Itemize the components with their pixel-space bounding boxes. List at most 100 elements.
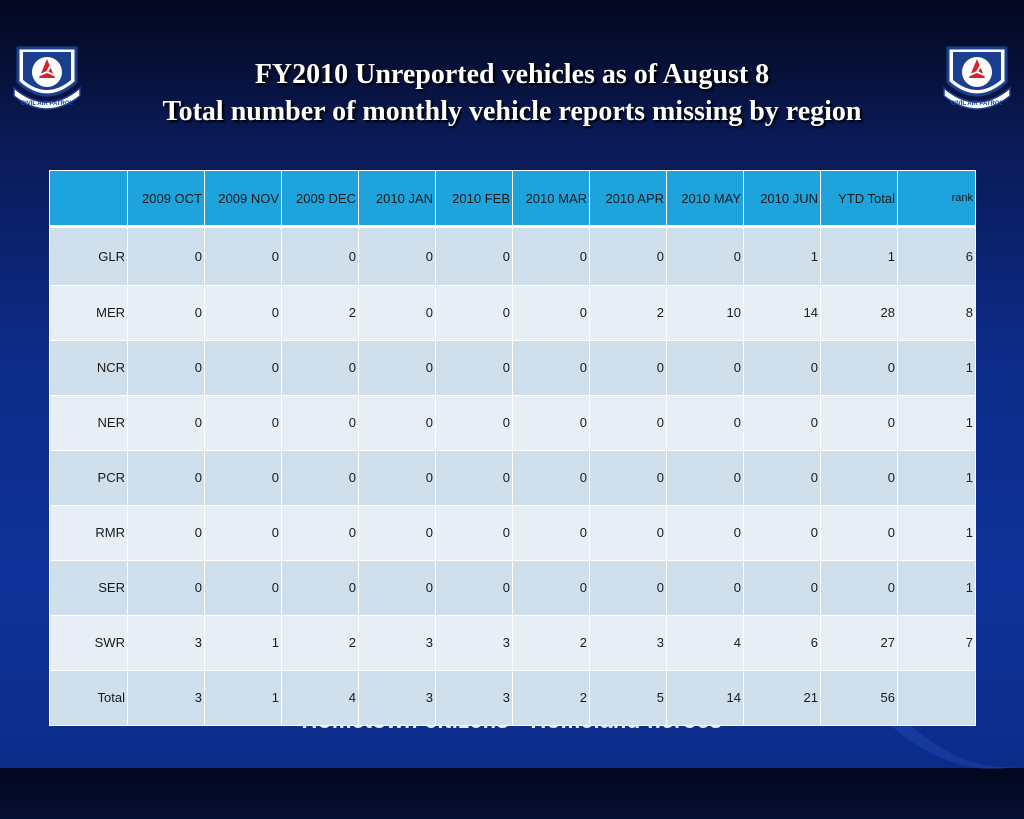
value-cell: 1 <box>897 339 976 396</box>
value-cell: 1 <box>897 449 976 506</box>
table-row: NER 0 0 0 0 0 0 0 0 0 0 1 <box>49 394 976 451</box>
value-cell: 3 <box>358 669 436 727</box>
value-cell: 3 <box>127 669 205 727</box>
value-cell: 0 <box>743 504 821 561</box>
value-cell: 2 <box>512 669 590 727</box>
value-cell: 0 <box>127 284 205 341</box>
value-cell: 0 <box>358 226 436 286</box>
region-cell: PCR <box>49 449 128 506</box>
table-row: PCR 0 0 0 0 0 0 0 0 0 0 1 <box>49 449 976 506</box>
value-cell: 1 <box>204 669 282 727</box>
value-cell: 0 <box>589 339 667 396</box>
table-row: GLR 0 0 0 0 0 0 0 0 1 1 6 <box>49 226 976 286</box>
value-cell: 0 <box>666 339 744 396</box>
value-cell: 0 <box>512 394 590 451</box>
value-cell: 0 <box>589 504 667 561</box>
header-cell: 2009 OCT <box>127 170 205 227</box>
value-cell: 0 <box>512 504 590 561</box>
value-cell: 0 <box>666 449 744 506</box>
value-cell: 0 <box>127 394 205 451</box>
region-cell: SWR <box>49 614 128 671</box>
value-cell: 1 <box>743 226 821 286</box>
vehicle-reports-table: 2009 OCT 2009 NOV 2009 DEC 2010 JAN 2010 FEB… <box>49 170 976 727</box>
value-cell: 0 <box>204 284 282 341</box>
value-cell: 4 <box>281 669 359 727</box>
header-cell-corner <box>49 170 128 227</box>
value-cell: 0 <box>127 339 205 396</box>
value-cell: 0 <box>358 504 436 561</box>
header-cell: rank <box>897 170 976 227</box>
table-row: Total 3 1 4 3 3 2 5 14 21 56 <box>49 669 976 727</box>
value-cell: 10 <box>666 284 744 341</box>
value-cell: 0 <box>589 559 667 616</box>
civil-air-patrol-logo-left: CIVIL AIR PATROL <box>13 46 81 110</box>
table-row: RMR 0 0 0 0 0 0 0 0 0 0 1 <box>49 504 976 561</box>
value-cell: 1 <box>204 614 282 671</box>
value-cell: 0 <box>358 284 436 341</box>
title-line-1: FY2010 Unreported vehicles as of August … <box>254 59 770 90</box>
value-cell: 0 <box>204 449 282 506</box>
value-cell: 5 <box>589 669 667 727</box>
value-cell: 0 <box>358 339 436 396</box>
value-cell: 0 <box>358 394 436 451</box>
value-cell: 0 <box>281 449 359 506</box>
value-cell: 2 <box>512 614 590 671</box>
table-body: GLR 0 0 0 0 0 0 0 0 1 1 6 MER 0 0 2 0 0 0 2 10 14 28 8 NCR 0 0 0 0 0 0… <box>49 226 976 727</box>
value-cell: 0 <box>127 449 205 506</box>
value-cell: 0 <box>820 504 898 561</box>
header-cell: YTD Total <box>820 170 898 227</box>
value-cell: 0 <box>820 559 898 616</box>
header-cell: 2010 JAN <box>358 170 436 227</box>
value-cell: 1 <box>897 559 976 616</box>
civil-air-patrol-logo-right: CIVIL AIR PATROL <box>943 46 1011 110</box>
value-cell: 0 <box>204 504 282 561</box>
value-cell: 0 <box>358 559 436 616</box>
value-cell: 14 <box>743 284 821 341</box>
logo-text-left: CIVIL AIR PATROL <box>21 101 74 107</box>
value-cell: 0 <box>435 339 513 396</box>
value-cell: 2 <box>281 614 359 671</box>
value-cell: 8 <box>897 284 976 341</box>
value-cell: 0 <box>512 559 590 616</box>
header-cell: 2010 MAY <box>666 170 744 227</box>
value-cell: 0 <box>743 394 821 451</box>
value-cell: 0 <box>127 226 205 286</box>
value-cell: 0 <box>512 284 590 341</box>
value-cell: 0 <box>743 339 821 396</box>
value-cell: 0 <box>820 394 898 451</box>
value-cell: 56 <box>820 669 898 727</box>
table-header: 2009 OCT 2009 NOV 2009 DEC 2010 JAN 2010 FEB… <box>49 170 976 227</box>
header-cell: 2010 JUN <box>743 170 821 227</box>
value-cell: 0 <box>127 559 205 616</box>
value-cell: 0 <box>743 559 821 616</box>
title-line-2: Total number of monthly vehicle reports … <box>162 96 862 127</box>
value-cell: 0 <box>512 226 590 286</box>
value-cell: 0 <box>204 339 282 396</box>
value-cell: 0 <box>512 449 590 506</box>
slide-title: FY2010 Unreported vehicles as of August … <box>80 58 944 132</box>
header-row: 2009 OCT 2009 NOV 2009 DEC 2010 JAN 2010 FEB… <box>49 170 976 227</box>
value-cell: 6 <box>743 614 821 671</box>
value-cell: 0 <box>281 226 359 286</box>
value-cell: 1 <box>897 394 976 451</box>
logo-text-right: CIVIL AIR PATROL <box>951 101 1004 107</box>
header-cell: 2009 NOV <box>204 170 282 227</box>
value-cell: 0 <box>204 394 282 451</box>
table-row: SWR 3 1 2 3 3 2 3 4 6 27 7 <box>49 614 976 671</box>
value-cell: 3 <box>435 669 513 727</box>
value-cell: 4 <box>666 614 744 671</box>
value-cell: 0 <box>666 394 744 451</box>
value-cell: 27 <box>820 614 898 671</box>
header-cell: 2010 MAR <box>512 170 590 227</box>
table-row: MER 0 0 2 0 0 0 2 10 14 28 8 <box>49 284 976 341</box>
region-cell: SER <box>49 559 128 616</box>
region-cell: NCR <box>49 339 128 396</box>
value-cell: 0 <box>281 394 359 451</box>
region-cell: Total <box>49 669 128 727</box>
value-cell: 21 <box>743 669 821 727</box>
value-cell: 0 <box>589 449 667 506</box>
header-cell: 2010 FEB <box>435 170 513 227</box>
value-cell: 0 <box>589 394 667 451</box>
value-cell: 0 <box>281 504 359 561</box>
value-cell: 3 <box>127 614 205 671</box>
